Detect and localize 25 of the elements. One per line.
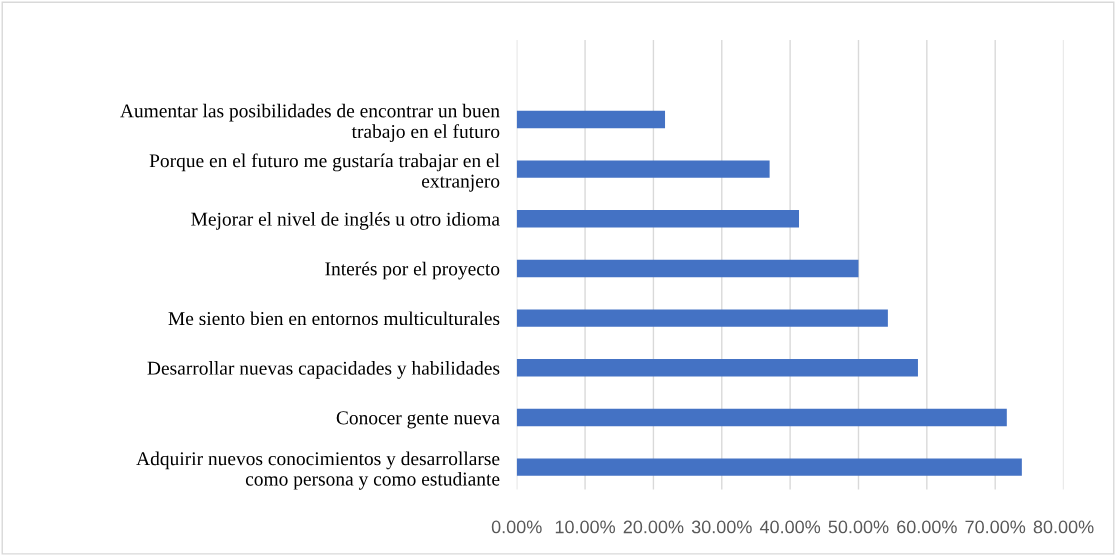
y-tick-label: Me siento bien en entornos multiculturales (168, 311, 500, 326)
bar (516, 210, 800, 228)
y-tick-label: Desarrollar nuevas capacidades y habilidades (147, 361, 500, 379)
x-tick-label: 10.00% (555, 520, 616, 534)
y-tick-label: Aumentar las posibilidades de encontrar un buen trabajo en el futuro (120, 103, 500, 142)
bar (516, 408, 1007, 427)
y-tick-label: Mejorar el nivel de inglés u otro idioma (191, 212, 500, 230)
bar (516, 309, 888, 327)
x-tick-label: 70.00% (965, 520, 1026, 534)
y-tick-label: Conocer gente nueva (336, 411, 500, 429)
bar (516, 110, 666, 129)
x-tick-label: 50.00% (828, 520, 889, 534)
bar (516, 259, 859, 278)
bar (516, 359, 918, 377)
bar (516, 160, 770, 178)
x-tick-label: 20.00% (623, 520, 684, 534)
x-tick-label: 40.00% (759, 520, 821, 534)
x-tick-label: 0.00% (491, 520, 542, 534)
y-tick-label: Interés por el proyecto (325, 261, 500, 280)
x-tick-label: 60.00% (897, 520, 957, 534)
y-tick-label: Porque en el futuro me gustaría trabajar en el extranjero (149, 153, 500, 192)
bar (516, 458, 1022, 476)
x-tick-label: 80.00% (1033, 520, 1094, 534)
x-tick-label: 30.00% (691, 520, 752, 534)
y-tick-label: Adquirir nuevos conocimientos y desarrollarse como persona y como estudiante (136, 451, 500, 490)
